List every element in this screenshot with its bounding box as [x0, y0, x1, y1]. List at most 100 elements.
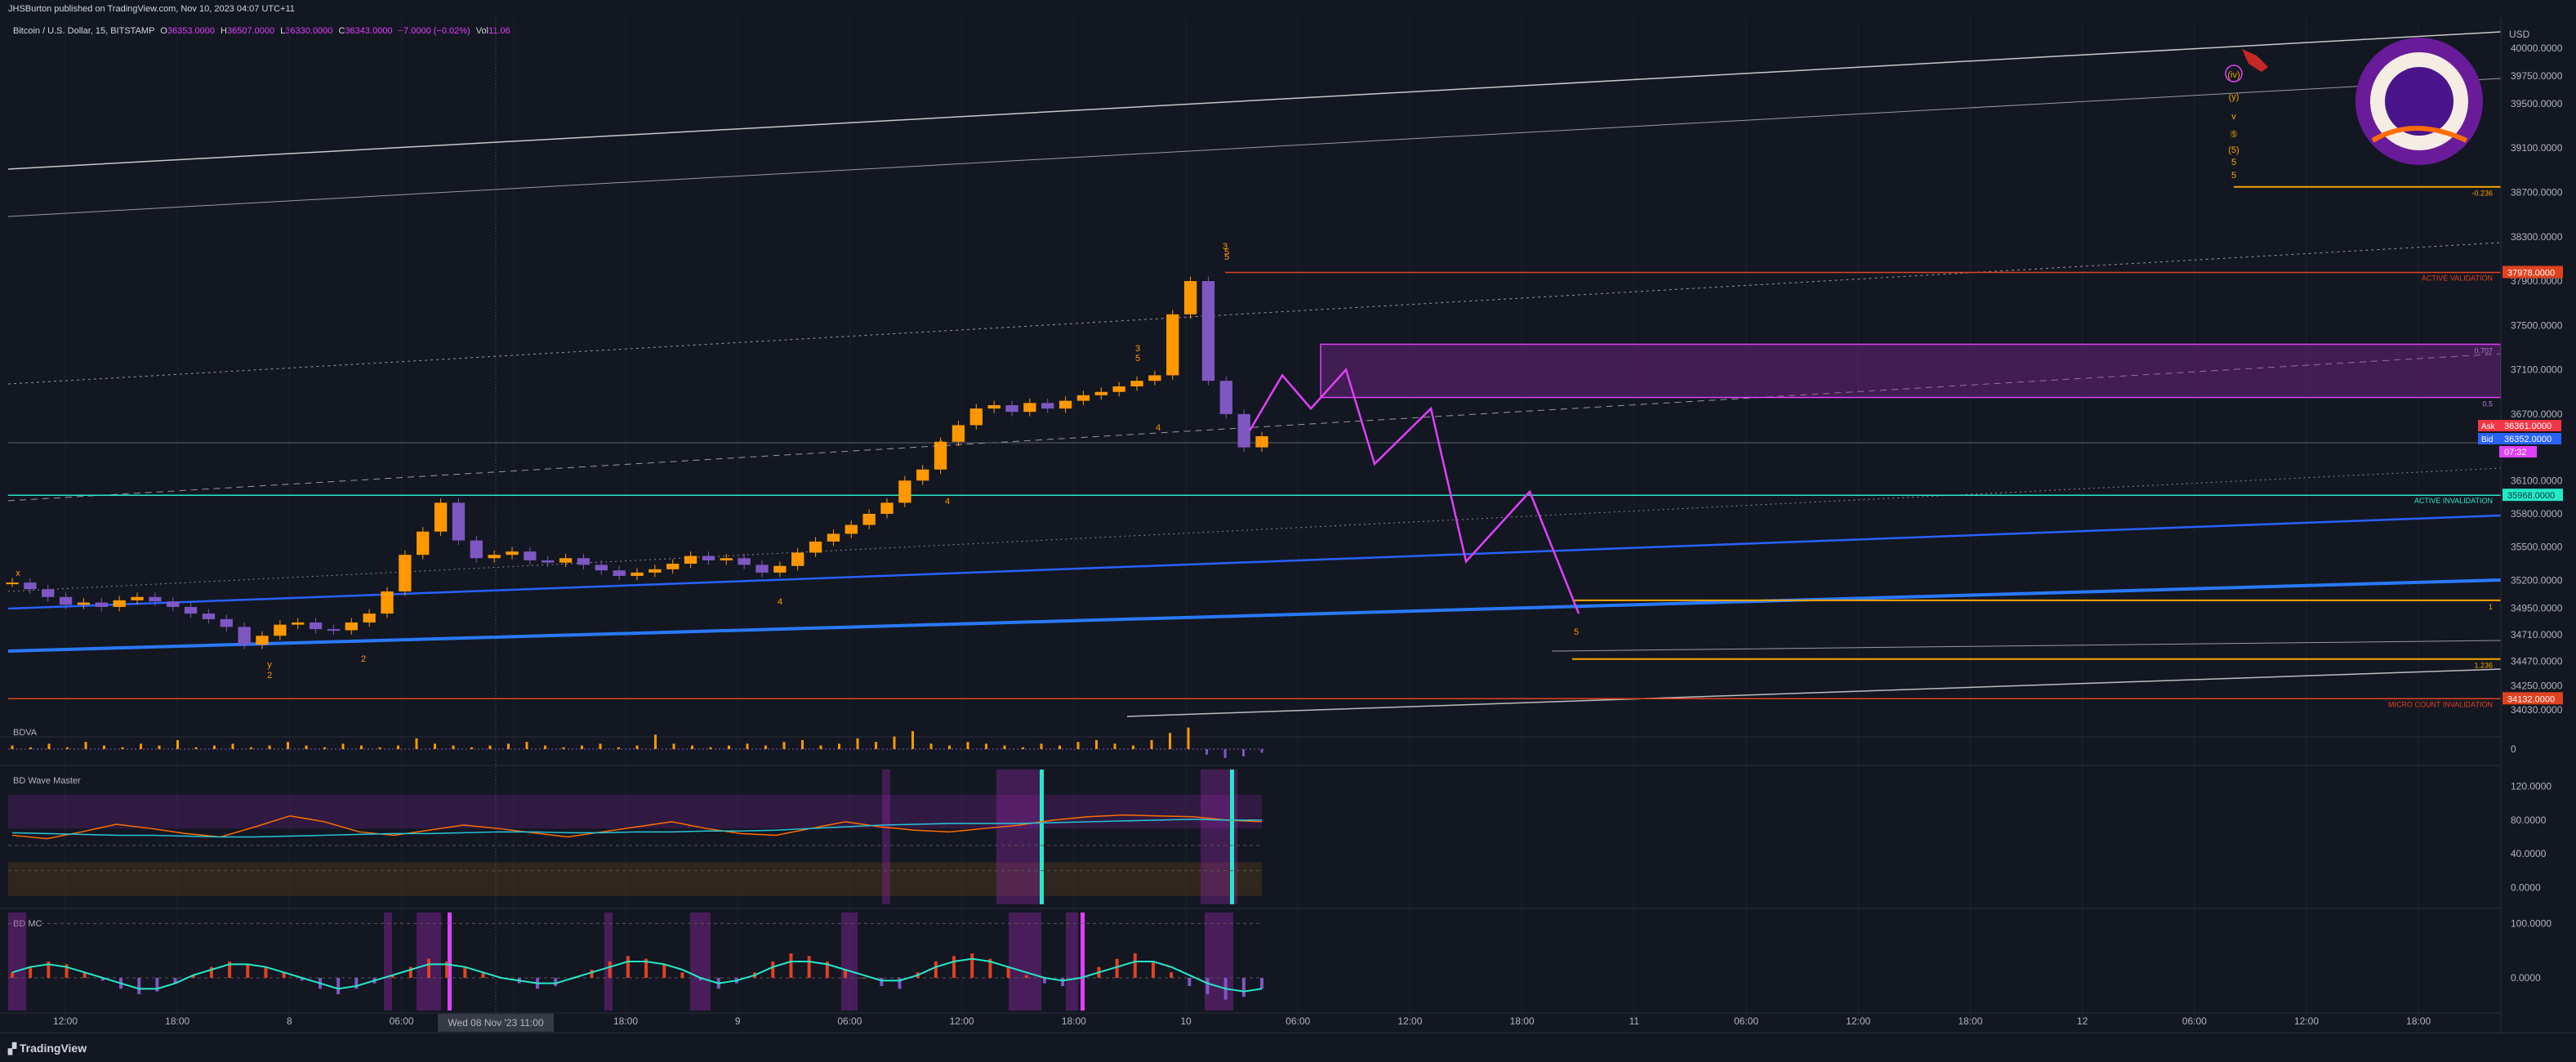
candle: [95, 602, 108, 607]
bdva-bar: [1003, 745, 1006, 749]
bdva-bar: [672, 743, 675, 749]
price-tag-label-bg: [2478, 420, 2499, 431]
level-tag-label: 37978.0000: [2507, 268, 2555, 278]
tradingview-logo[interactable]: ▞ TradingView: [8, 1042, 87, 1055]
y-tick-label: 35500.0000: [2511, 542, 2563, 553]
candle: [755, 564, 769, 573]
price-tag-label: Ask: [2481, 422, 2496, 431]
candle: [1094, 391, 1108, 395]
x-tick-label: 12:00: [950, 1015, 974, 1027]
mc-bar: [970, 953, 974, 978]
y-tick-label: 36700.0000: [2511, 408, 2563, 420]
price-tag-value: 07:32: [2504, 448, 2527, 457]
mc-bar: [1024, 975, 1028, 978]
chart-canvas[interactable]: ACTIVE VALIDATION ACTIVE INVALIDATION MICR…: [0, 18, 2576, 1033]
mc-signal-bar: [448, 913, 452, 1011]
candle: [684, 556, 697, 564]
candle: [434, 502, 448, 532]
bdva-bar: [287, 742, 289, 749]
candle: [1183, 281, 1197, 315]
candle: [541, 560, 555, 563]
x-tick-label: 8: [287, 1015, 292, 1027]
candle: [1219, 381, 1232, 414]
zone-top-note: 0.707: [2474, 346, 2493, 355]
mc-bar: [1260, 978, 1263, 989]
candle: [791, 552, 804, 566]
bdva-bar: [1150, 740, 1153, 749]
x-tick-label: 06:00: [837, 1015, 862, 1027]
mc-highlight-band: [1009, 913, 1041, 1011]
x-tick-label: 12:00: [1397, 1015, 1422, 1027]
mc-bar: [264, 966, 268, 978]
candle: [506, 551, 519, 556]
x-tick-label: 12:00: [2294, 1015, 2319, 1027]
mc-bar: [1151, 962, 1155, 978]
time-axis[interactable]: 12:00 18:00 8 06:00 12:00 18:00 9 06:00 12:00 18:…: [0, 1012, 2501, 1032]
x-tick-label: 18:00: [613, 1015, 638, 1027]
x-tick-label: 06:00: [1734, 1015, 1758, 1027]
publisher-text: JHSBurton published on TradingView.com, …: [8, 4, 295, 14]
bdva-bar: [1058, 745, 1061, 749]
x-tick-label: 18:00: [1510, 1015, 1535, 1027]
y-tick-label: 36100.0000: [2511, 475, 2563, 486]
candle: [1130, 381, 1143, 386]
y-tick-label: 40000.0000: [2511, 42, 2563, 54]
bdva-bar: [158, 745, 161, 749]
price-axis-bg: [2501, 18, 2576, 1033]
wave-axis-label: 0.0000: [2511, 881, 2541, 893]
candle: [595, 564, 608, 571]
candle: [417, 531, 430, 556]
mc-bar: [1170, 972, 1174, 978]
bdva-bar: [911, 731, 914, 749]
bdva-title: BDVA: [13, 728, 38, 738]
mc-bar: [408, 966, 412, 978]
wave-label: 3: [1223, 242, 1228, 252]
mc-bar: [427, 958, 430, 978]
bdva-bar: [1187, 727, 1190, 749]
mc-bar: [336, 978, 341, 994]
x-tick-label: 06:00: [1286, 1015, 1310, 1027]
wave-label: 5: [2231, 171, 2236, 181]
price-tag-bg: [2499, 446, 2537, 457]
candle: [845, 524, 858, 534]
candle: [274, 624, 287, 636]
wave-axis-label: 80.0000: [2511, 814, 2547, 826]
mc-bar: [390, 975, 394, 978]
mc-highlight-band: [841, 913, 858, 1011]
bdva-bar: [1113, 743, 1116, 749]
y-tick-label: 38700.0000: [2511, 187, 2563, 199]
bdva-bar: [434, 743, 436, 749]
bdva-bar: [691, 745, 693, 749]
mc-bar: [155, 978, 159, 992]
projection-path: [1248, 368, 1580, 614]
bdva-bar: [66, 747, 69, 749]
mc-bar: [825, 962, 829, 978]
mc-bar: [354, 978, 359, 989]
candle: [470, 540, 483, 559]
mc-highlight-band: [690, 913, 711, 1011]
price-tag-label-bg: [2478, 433, 2499, 444]
wave-label: (y): [2229, 92, 2240, 102]
price-axis[interactable]: USD 40000.0000 39750.0000 39500.0000 39100.0…: [2478, 18, 2576, 1033]
footer-bar: ▞ TradingView: [0, 1033, 2576, 1062]
wave-label: v: [2231, 112, 2236, 122]
candle: [452, 502, 466, 541]
candle: [666, 564, 680, 569]
mc-bar: [789, 953, 793, 978]
level-tag-bg: [2502, 266, 2563, 279]
y-tick-label: 34470.0000: [2511, 655, 2563, 667]
candle: [327, 629, 341, 631]
candle: [167, 601, 180, 607]
wave-label: (iv): [2227, 70, 2240, 80]
candle: [559, 558, 573, 563]
mc-title: BD MC: [13, 919, 42, 929]
x-tick-label: 12:00: [1846, 1015, 1870, 1027]
mc-signal-bar: [1081, 913, 1085, 1011]
wave-label: 5: [2231, 158, 2236, 167]
candle: [399, 555, 412, 591]
bdva-bar: [581, 745, 583, 749]
y-tick-label: 39750.0000: [2511, 70, 2563, 82]
pointer-icon: [2242, 49, 2268, 72]
candle: [1201, 281, 1215, 382]
y-tick-label: 35800.0000: [2511, 508, 2563, 520]
